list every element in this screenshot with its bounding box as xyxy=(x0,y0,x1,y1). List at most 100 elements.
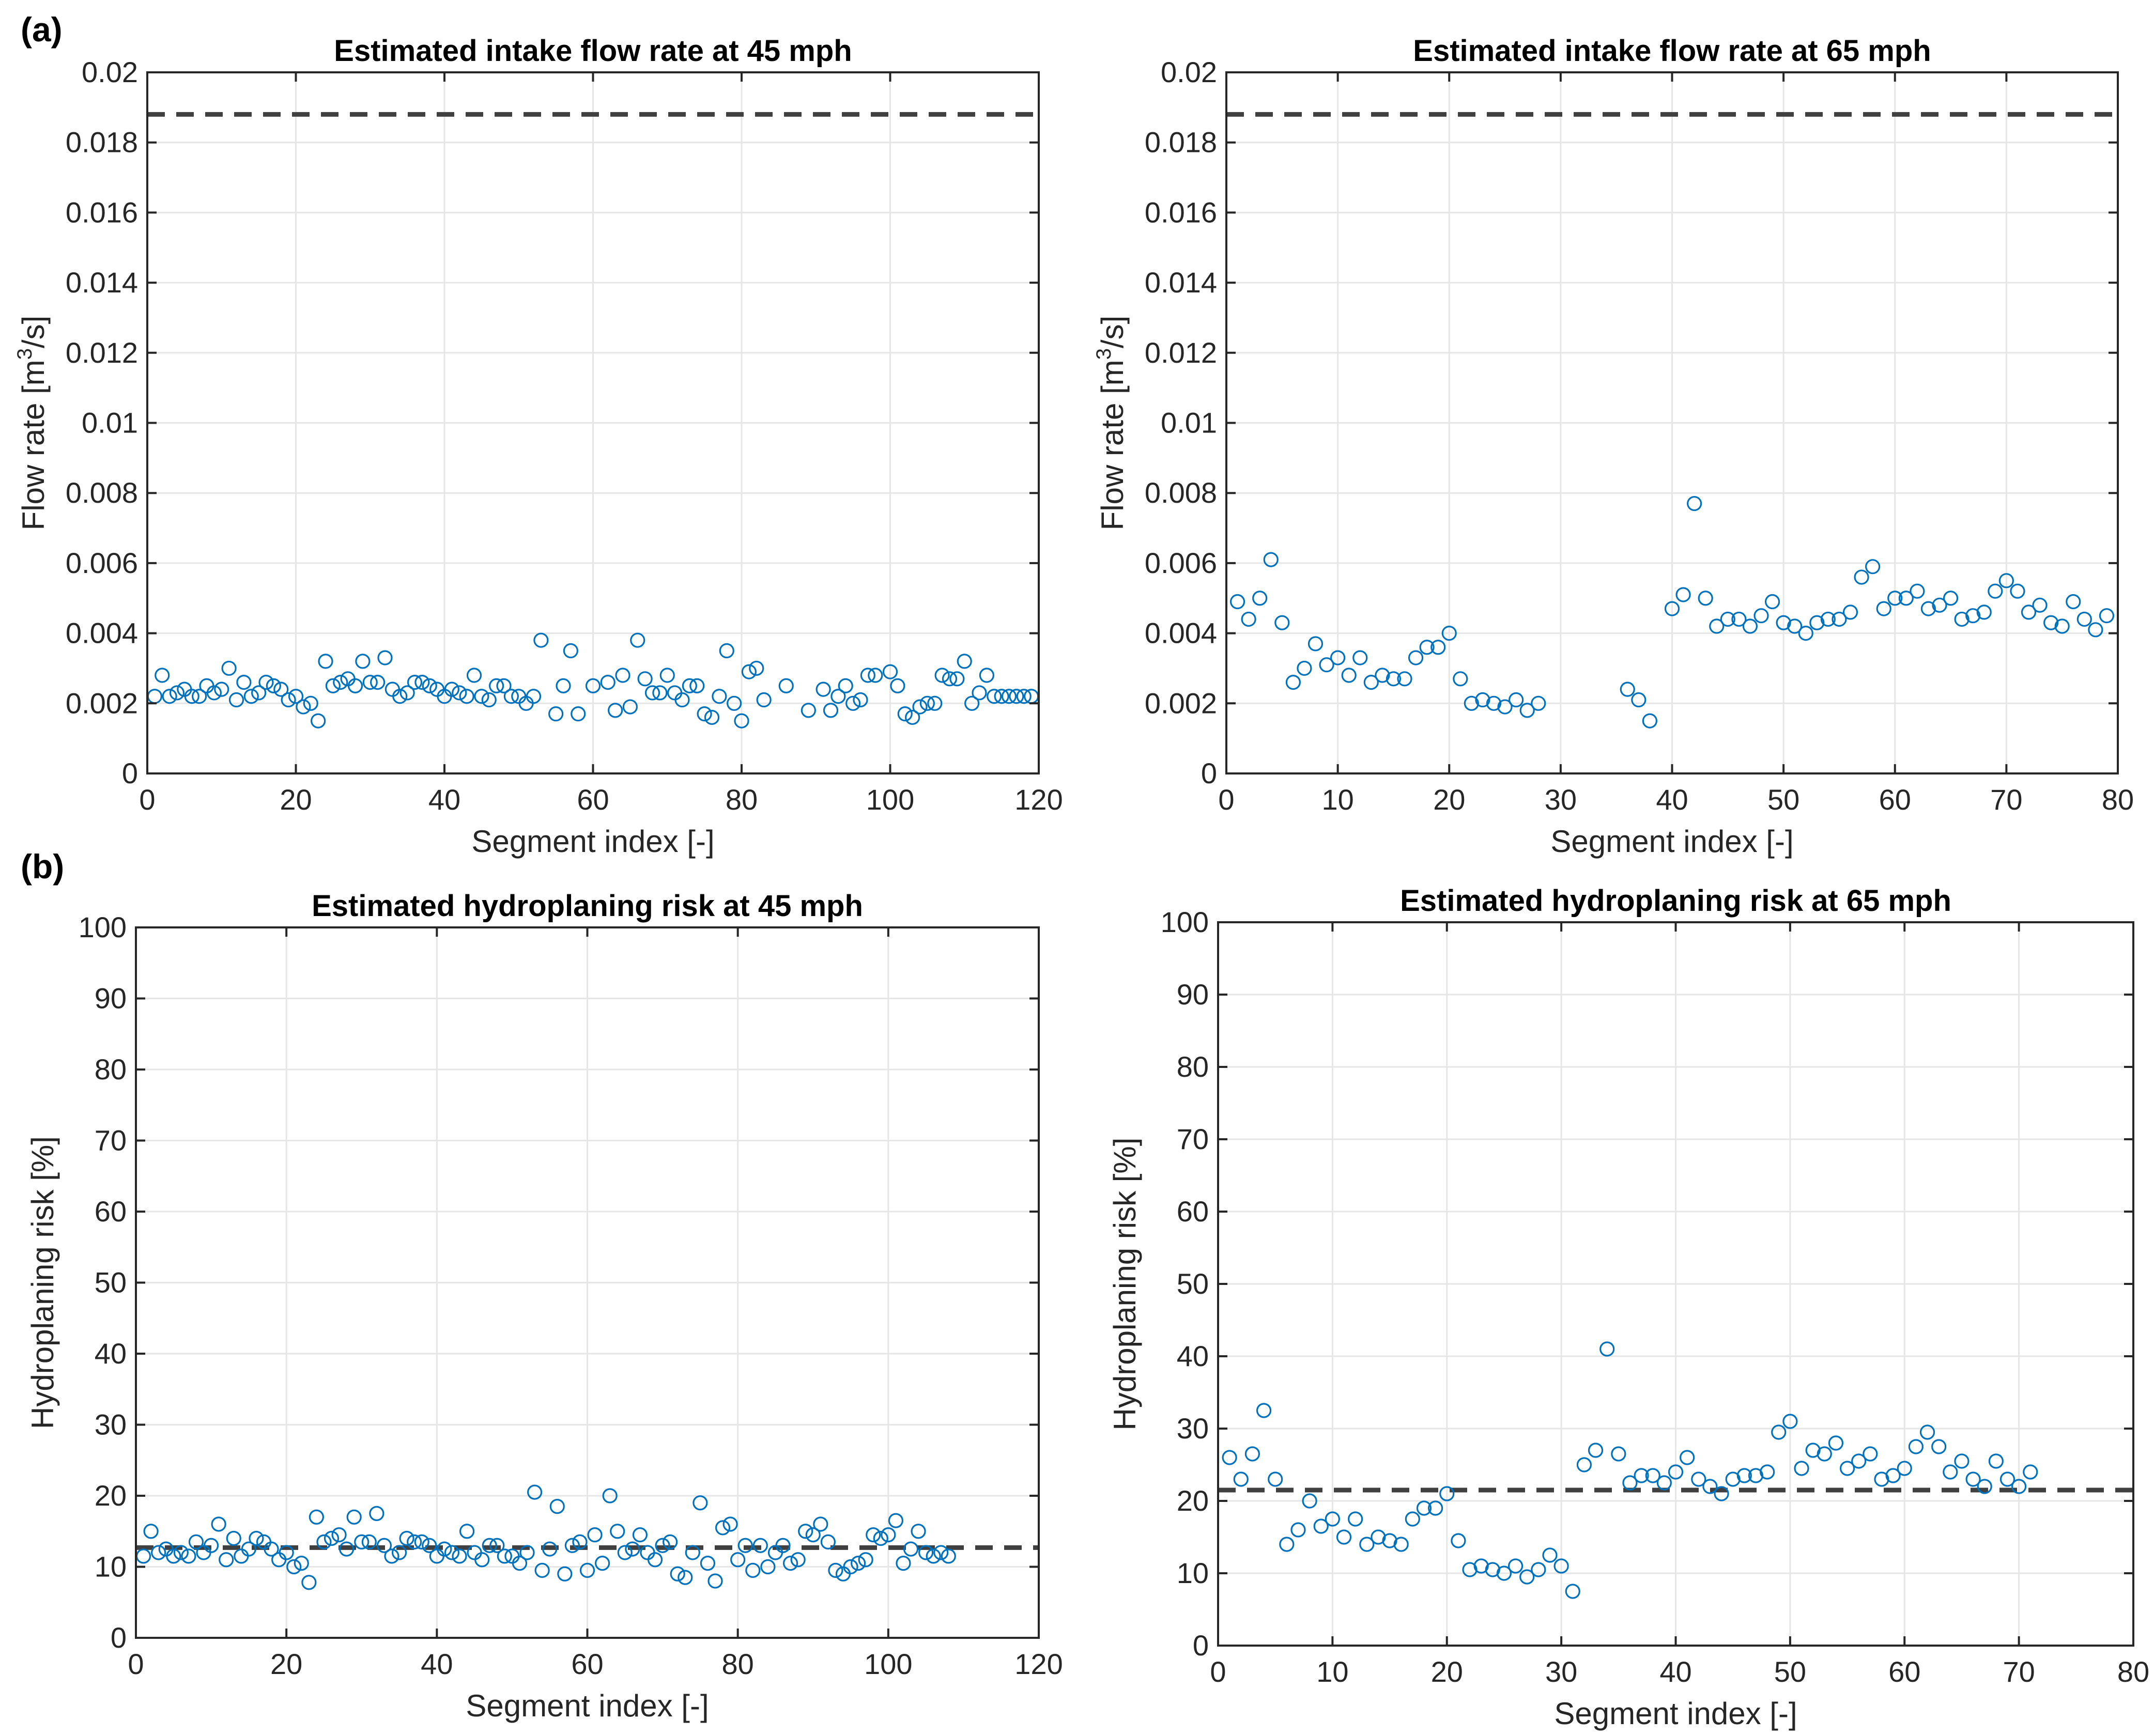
data-point xyxy=(1325,1511,1340,1527)
x-tick-label: 60 xyxy=(1879,783,1911,816)
data-point xyxy=(1001,689,1017,704)
data-point xyxy=(933,1545,949,1560)
data-point xyxy=(557,1566,573,1582)
y-axis-label-part: Flow rate [m xyxy=(16,360,51,530)
data-point xyxy=(1863,1446,1878,1462)
data-point xyxy=(1263,552,1279,567)
data-point xyxy=(853,692,868,708)
data-point xyxy=(1668,1464,1684,1480)
data-point xyxy=(756,692,772,708)
y-tick-label: 0.014 xyxy=(1145,266,1217,299)
data-point xyxy=(2099,608,2115,624)
data-point xyxy=(571,706,586,722)
data-point xyxy=(1782,1414,1798,1429)
data-point xyxy=(622,699,638,715)
data-point xyxy=(236,674,252,690)
x-tick-label: 10 xyxy=(1316,1655,1348,1688)
y-tick-label: 50 xyxy=(1177,1267,1209,1300)
y-tick-label: 90 xyxy=(1177,978,1209,1011)
data-point xyxy=(1631,692,1647,708)
data-point xyxy=(615,668,630,683)
chart-flow-45mph: Estimated intake flow rate at 45 mph Seg… xyxy=(13,34,1063,859)
data-point xyxy=(630,632,645,648)
data-point xyxy=(632,1527,648,1543)
data-point xyxy=(1336,1529,1352,1545)
data-point xyxy=(496,678,512,693)
data-point xyxy=(512,1556,528,1571)
data-point xyxy=(1702,1479,1718,1494)
data-point xyxy=(392,689,408,704)
data-point xyxy=(1297,660,1312,676)
y-tick-label: 70 xyxy=(95,1124,127,1157)
data-point xyxy=(452,685,467,701)
chart-flow-65mph: Estimated intake flow rate at 65 mph Seg… xyxy=(1093,34,2134,859)
data-point xyxy=(1642,713,1657,729)
data-point xyxy=(1965,1471,1981,1487)
y-axis-label-part: Flow rate [m xyxy=(1095,360,1130,530)
data-point xyxy=(1954,611,1970,627)
data-point xyxy=(564,1538,580,1553)
y-axis-label-superscript: 3 xyxy=(13,348,36,360)
data-point xyxy=(1709,618,1725,634)
x-tick-label: 60 xyxy=(1888,1655,1920,1688)
data-point xyxy=(1496,1566,1512,1581)
data-point xyxy=(934,668,950,683)
data-point xyxy=(693,1495,708,1511)
data-point xyxy=(481,692,497,708)
data-point xyxy=(1776,615,1791,630)
data-point xyxy=(670,1566,685,1582)
y-tick-label: 60 xyxy=(95,1195,127,1228)
data-point xyxy=(271,1552,287,1568)
data-point xyxy=(422,1538,437,1553)
data-point xyxy=(1965,608,1981,624)
data-point xyxy=(135,1548,151,1564)
data-point xyxy=(459,689,474,704)
x-tick-label: 30 xyxy=(1545,1655,1577,1688)
x-tick-label: 120 xyxy=(1014,783,1063,816)
data-point xyxy=(1720,611,1735,627)
chart-title: Estimated hydroplaning risk at 65 mph xyxy=(1400,884,1951,918)
data-point xyxy=(1908,1439,1924,1454)
data-point xyxy=(333,674,348,690)
x-tick-label: 0 xyxy=(128,1648,144,1680)
data-point xyxy=(2021,605,2037,620)
data-point xyxy=(858,1552,873,1568)
data-point xyxy=(1620,681,1635,697)
x-tick-label: 50 xyxy=(1767,783,1799,816)
data-point xyxy=(896,1556,911,1571)
data-point xyxy=(1244,1446,1260,1462)
data-point xyxy=(843,1559,858,1575)
data-point xyxy=(249,1530,264,1546)
data-point xyxy=(1680,1450,1695,1465)
data-point xyxy=(301,1575,317,1590)
data-point xyxy=(1393,1537,1409,1552)
data-point xyxy=(192,689,207,704)
data-point xyxy=(318,654,333,669)
data-point xyxy=(1439,1486,1455,1501)
data-point xyxy=(1599,1341,1615,1357)
data-point xyxy=(243,689,259,704)
data-point xyxy=(474,1552,490,1568)
x-axis-label: Segment index [-] xyxy=(1550,824,1793,859)
data-point xyxy=(1988,583,2003,599)
data-point xyxy=(1622,1475,1638,1491)
panel-label-b: (b) xyxy=(21,847,64,886)
data-point xyxy=(2043,615,2059,630)
data-point xyxy=(1359,1537,1375,1552)
data-point xyxy=(377,650,393,665)
y-tick-label: 30 xyxy=(95,1408,127,1441)
data-point xyxy=(361,1534,377,1549)
data-point xyxy=(286,1559,302,1575)
y-axis-label-part: /s] xyxy=(1095,316,1130,348)
data-point xyxy=(905,709,920,725)
data-point xyxy=(2088,622,2103,638)
data-point xyxy=(640,1545,655,1560)
y-tick-label: 0 xyxy=(1193,1629,1209,1662)
data-point xyxy=(979,668,994,683)
data-point xyxy=(228,692,244,708)
data-point xyxy=(288,689,304,704)
data-point xyxy=(888,1513,903,1528)
data-point xyxy=(1519,1569,1535,1585)
data-point xyxy=(587,1527,603,1543)
x-tick-label: 20 xyxy=(270,1648,302,1680)
